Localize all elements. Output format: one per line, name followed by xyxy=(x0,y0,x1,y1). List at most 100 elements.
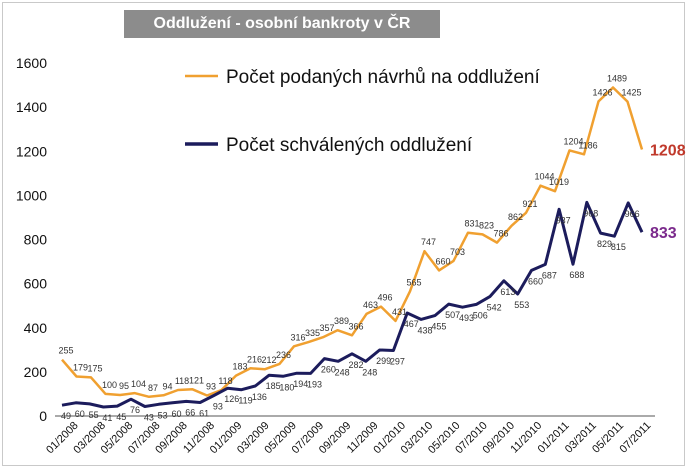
y-tick-label: 800 xyxy=(24,232,48,248)
y-tick-label: 400 xyxy=(24,320,48,336)
data-label-approved: 76 xyxy=(130,405,140,415)
data-label-approved: 299 xyxy=(376,356,391,366)
data-label-filed: 183 xyxy=(232,362,247,372)
data-label-approved: 506 xyxy=(473,310,488,320)
data-label-filed: 236 xyxy=(276,350,291,360)
data-label-filed: 1426 xyxy=(592,87,612,97)
data-label-approved: 553 xyxy=(514,300,529,310)
data-label-filed: 786 xyxy=(493,229,508,239)
data-label-filed: 1489 xyxy=(607,73,627,83)
data-label-filed: 660 xyxy=(435,256,450,266)
data-label-approved: 455 xyxy=(431,322,446,332)
data-label-filed: 175 xyxy=(87,363,102,373)
data-label-filed: 431 xyxy=(392,307,407,317)
data-label-filed: 747 xyxy=(421,237,436,247)
data-label-approved: 507 xyxy=(445,310,460,320)
data-label-filed: 366 xyxy=(348,321,363,331)
data-label-approved: 49 xyxy=(61,411,71,421)
data-label-approved: 493 xyxy=(459,313,474,323)
data-label-filed: 357 xyxy=(319,323,334,333)
data-label-approved: 41 xyxy=(102,413,112,423)
data-label-approved: 248 xyxy=(362,367,377,377)
y-tick-label: 1200 xyxy=(16,143,47,159)
data-label-filed: 831 xyxy=(464,219,479,229)
data-label-approved: 43 xyxy=(144,413,154,423)
data-label-approved: 45 xyxy=(116,412,126,422)
data-label-approved: 260 xyxy=(321,365,336,375)
data-label-approved: 126 xyxy=(224,394,239,404)
end-label-filed: 1208 xyxy=(650,142,686,159)
data-label-filed: 823 xyxy=(479,220,494,230)
data-label-filed: 255 xyxy=(58,346,73,356)
series-line-approved xyxy=(61,200,644,409)
data-label-filed: 93 xyxy=(206,381,216,391)
data-label-approved: 282 xyxy=(348,360,363,370)
data-label-filed: 118 xyxy=(175,376,189,386)
data-label-approved: 180 xyxy=(279,382,294,392)
data-label-filed: 1019 xyxy=(549,177,569,187)
chart-title: Oddlužení - osobní bankroty v ČR xyxy=(124,10,440,38)
data-label-approved: 248 xyxy=(335,367,350,377)
data-label-approved: 119 xyxy=(238,396,252,406)
data-label-filed: 1044 xyxy=(534,172,554,182)
data-label-filed: 496 xyxy=(377,293,392,303)
data-label-filed: 862 xyxy=(508,212,523,222)
data-label-approved: 61 xyxy=(199,409,209,419)
data-label-filed: 335 xyxy=(305,328,320,338)
data-label-approved: 66 xyxy=(185,407,195,417)
data-label-filed: 316 xyxy=(290,332,305,342)
data-label-filed: 179 xyxy=(73,363,88,373)
data-label-approved: 194 xyxy=(293,379,308,389)
data-label-approved: 60 xyxy=(75,409,85,419)
data-label-filed: 212 xyxy=(261,355,276,365)
data-label-approved: 966 xyxy=(625,209,640,219)
data-label-approved: 968 xyxy=(583,208,598,218)
data-label-approved: 688 xyxy=(569,270,584,280)
data-label-filed: 216 xyxy=(247,354,262,364)
data-label-approved: 613 xyxy=(500,287,515,297)
data-label-approved: 136 xyxy=(252,392,267,402)
data-label-filed: 1186 xyxy=(578,140,597,150)
data-label-approved: 185 xyxy=(266,381,281,391)
data-label-filed: 100 xyxy=(102,380,117,390)
data-label-approved: 815 xyxy=(611,242,626,252)
data-label-approved: 937 xyxy=(556,215,571,225)
y-tick-label: 0 xyxy=(39,408,47,424)
data-label-approved: 467 xyxy=(404,319,419,329)
data-label-filed: 104 xyxy=(131,379,146,389)
data-label-filed: 1425 xyxy=(621,88,641,98)
data-label-approved: 93 xyxy=(213,401,223,411)
data-label-filed: 121 xyxy=(189,375,204,385)
series-line-filed xyxy=(61,86,644,399)
y-tick-label: 1600 xyxy=(16,55,47,71)
data-label-filed: 389 xyxy=(334,316,349,326)
data-label-approved: 55 xyxy=(89,410,99,420)
data-label-approved: 438 xyxy=(418,325,433,335)
end-label-approved: 833 xyxy=(650,225,677,242)
data-label-approved: 53 xyxy=(158,410,168,420)
data-label-filed: 1204 xyxy=(563,136,583,146)
data-label-approved: 660 xyxy=(528,276,543,286)
data-label-approved: 60 xyxy=(171,409,181,419)
data-label-filed: 95 xyxy=(119,381,129,391)
data-label-approved: 687 xyxy=(542,270,557,280)
y-tick-label: 1000 xyxy=(16,187,47,203)
y-tick-label: 200 xyxy=(24,364,48,380)
legend-label-filed: Počet podaných návrhů na oddlužení xyxy=(226,67,540,88)
y-tick-label: 1400 xyxy=(16,99,47,115)
legend-label-approved: Počet schválených oddlužení xyxy=(226,135,473,156)
data-label-approved: 193 xyxy=(307,379,322,389)
data-label-filed: 921 xyxy=(522,199,537,209)
y-tick-label: 600 xyxy=(24,276,48,292)
data-label-approved: 829 xyxy=(597,239,612,249)
data-label-approved: 297 xyxy=(390,356,405,366)
data-label-filed: 87 xyxy=(148,383,158,393)
data-label-filed: 94 xyxy=(162,381,172,391)
data-label-filed: 463 xyxy=(363,300,378,310)
data-label-filed: 118 xyxy=(218,376,232,386)
data-label-filed: 703 xyxy=(450,247,465,257)
data-label-approved: 542 xyxy=(487,302,502,312)
data-label-filed: 565 xyxy=(406,277,421,287)
